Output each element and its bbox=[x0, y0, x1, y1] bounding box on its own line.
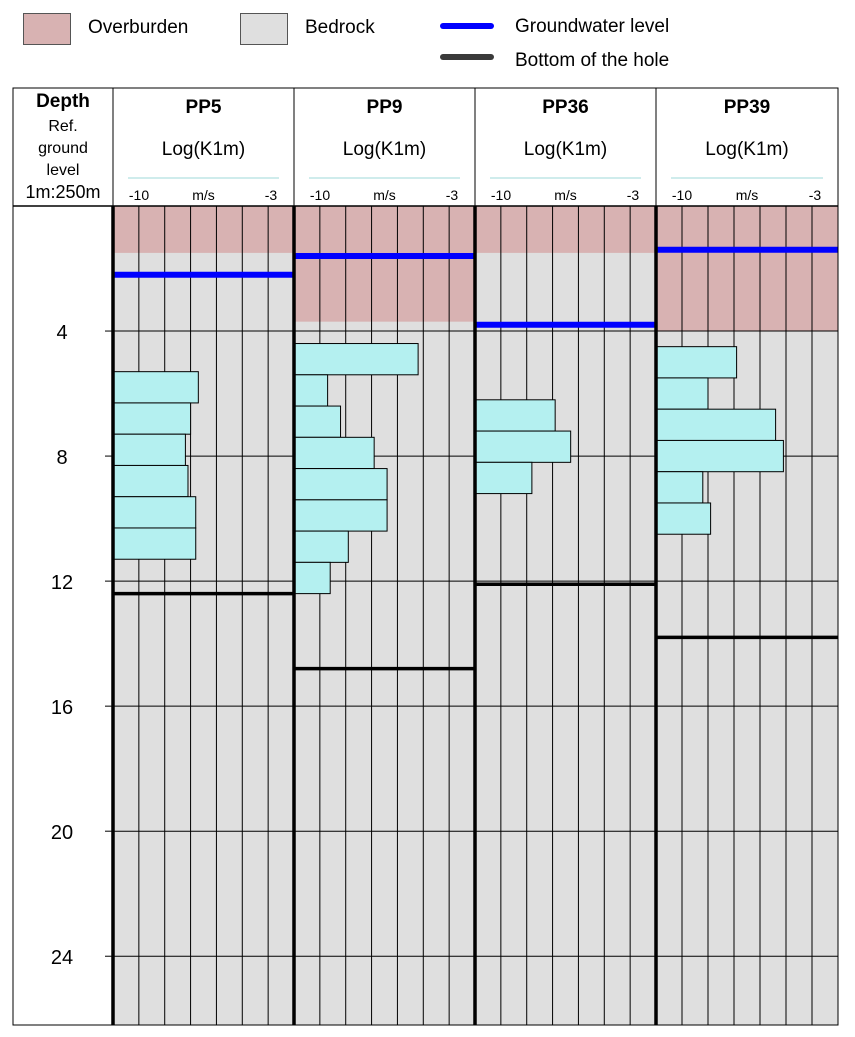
panel-subtitle: Log(K1m) bbox=[705, 139, 788, 160]
axis-unit-label: m/s bbox=[736, 187, 759, 203]
conductivity-bar bbox=[474, 461, 533, 495]
bedrock-fill bbox=[113, 206, 294, 1025]
conductivity-bar bbox=[293, 468, 388, 501]
conductivity-bar bbox=[655, 377, 709, 410]
panel-subtitle: Log(K1m) bbox=[162, 139, 245, 160]
conductivity-bar bbox=[293, 436, 375, 470]
groundwater-legend-line bbox=[440, 23, 494, 29]
conductivity-bar bbox=[655, 408, 777, 441]
overburden-fill bbox=[475, 206, 656, 253]
bedrock-fill bbox=[475, 206, 656, 1025]
axis-unit-label: m/s bbox=[554, 187, 577, 203]
overburden-swatch bbox=[23, 13, 71, 45]
overburden-legend-label: Overburden bbox=[88, 17, 189, 38]
conductivity-bar bbox=[112, 464, 189, 498]
conductivity-bar bbox=[112, 433, 186, 466]
depth-header-line: Ref. bbox=[48, 118, 77, 135]
bedrock-swatch bbox=[240, 13, 288, 45]
depth-header-line: ground bbox=[38, 140, 88, 157]
depth-tick-label: 20 bbox=[51, 822, 73, 844]
conductivity-bar bbox=[655, 471, 704, 504]
bottom-of-hole-legend-line bbox=[440, 54, 494, 60]
axis-min-label: -10 bbox=[491, 187, 511, 203]
conductivity-bar bbox=[655, 439, 784, 473]
groundwater-legend-label: Groundwater level bbox=[515, 16, 670, 37]
bedrock-legend-label: Bedrock bbox=[305, 17, 375, 38]
axis-unit-label: m/s bbox=[192, 187, 215, 203]
conductivity-bar bbox=[112, 371, 199, 404]
panel-title: PP36 bbox=[542, 97, 588, 118]
depth-tick-label: 24 bbox=[51, 947, 73, 969]
overburden-fill bbox=[113, 206, 294, 253]
depth-tick-label: 12 bbox=[51, 572, 73, 594]
depth-tick-label: 8 bbox=[56, 447, 67, 469]
header-frame bbox=[12, 87, 839, 207]
conductivity-bar bbox=[655, 346, 738, 379]
overburden-fill bbox=[294, 206, 475, 322]
axis-min-label: -10 bbox=[672, 187, 692, 203]
axis-max-label: -3 bbox=[446, 187, 459, 203]
conductivity-bar bbox=[293, 374, 329, 407]
depth-header-line: 1m:250m bbox=[25, 182, 100, 202]
axis-max-label: -3 bbox=[627, 187, 640, 203]
depth-header-line: level bbox=[47, 162, 80, 179]
panel-subtitle: Log(K1m) bbox=[524, 139, 607, 160]
panel-subtitle: Log(K1m) bbox=[343, 139, 426, 160]
depth-tick-label: 16 bbox=[51, 697, 73, 719]
conductivity-bar bbox=[293, 561, 331, 595]
conductivity-bar bbox=[293, 499, 388, 532]
bedrock-fill bbox=[656, 206, 838, 1025]
bottom-of-hole-legend-label: Bottom of the hole bbox=[515, 50, 670, 71]
axis-min-label: -10 bbox=[129, 187, 149, 203]
axis-max-label: -3 bbox=[265, 187, 278, 203]
conductivity-bar bbox=[474, 399, 556, 432]
conductivity-bar bbox=[293, 405, 342, 438]
conductivity-bar bbox=[112, 402, 192, 435]
panel-title: PP5 bbox=[186, 97, 222, 118]
conductivity-bar bbox=[474, 430, 572, 463]
axis-min-label: -10 bbox=[310, 187, 330, 203]
bedrock-fill bbox=[294, 206, 475, 1025]
axis-unit-label: m/s bbox=[373, 187, 396, 203]
panel-title: PP39 bbox=[724, 97, 770, 118]
conductivity-bar bbox=[293, 343, 419, 376]
plot-area: 4 8 12 16 20 24 bbox=[12, 205, 839, 1026]
panel-title: PP9 bbox=[367, 97, 403, 118]
depth-header-line: Depth bbox=[36, 91, 90, 112]
axis-max-label: -3 bbox=[809, 187, 822, 203]
depth-tick-label: 4 bbox=[56, 322, 67, 344]
conductivity-bar bbox=[112, 496, 197, 529]
conductivity-bar bbox=[655, 502, 712, 535]
conductivity-bar bbox=[293, 530, 349, 563]
header-area: Depth Ref. ground level 1m:250m PP5 Log(K1m) -1… bbox=[12, 87, 839, 207]
overburden-fill bbox=[656, 206, 838, 332]
conductivity-bar bbox=[112, 527, 197, 560]
legend: Overburden Bedrock Groundwater level Bot… bbox=[0, 0, 855, 88]
